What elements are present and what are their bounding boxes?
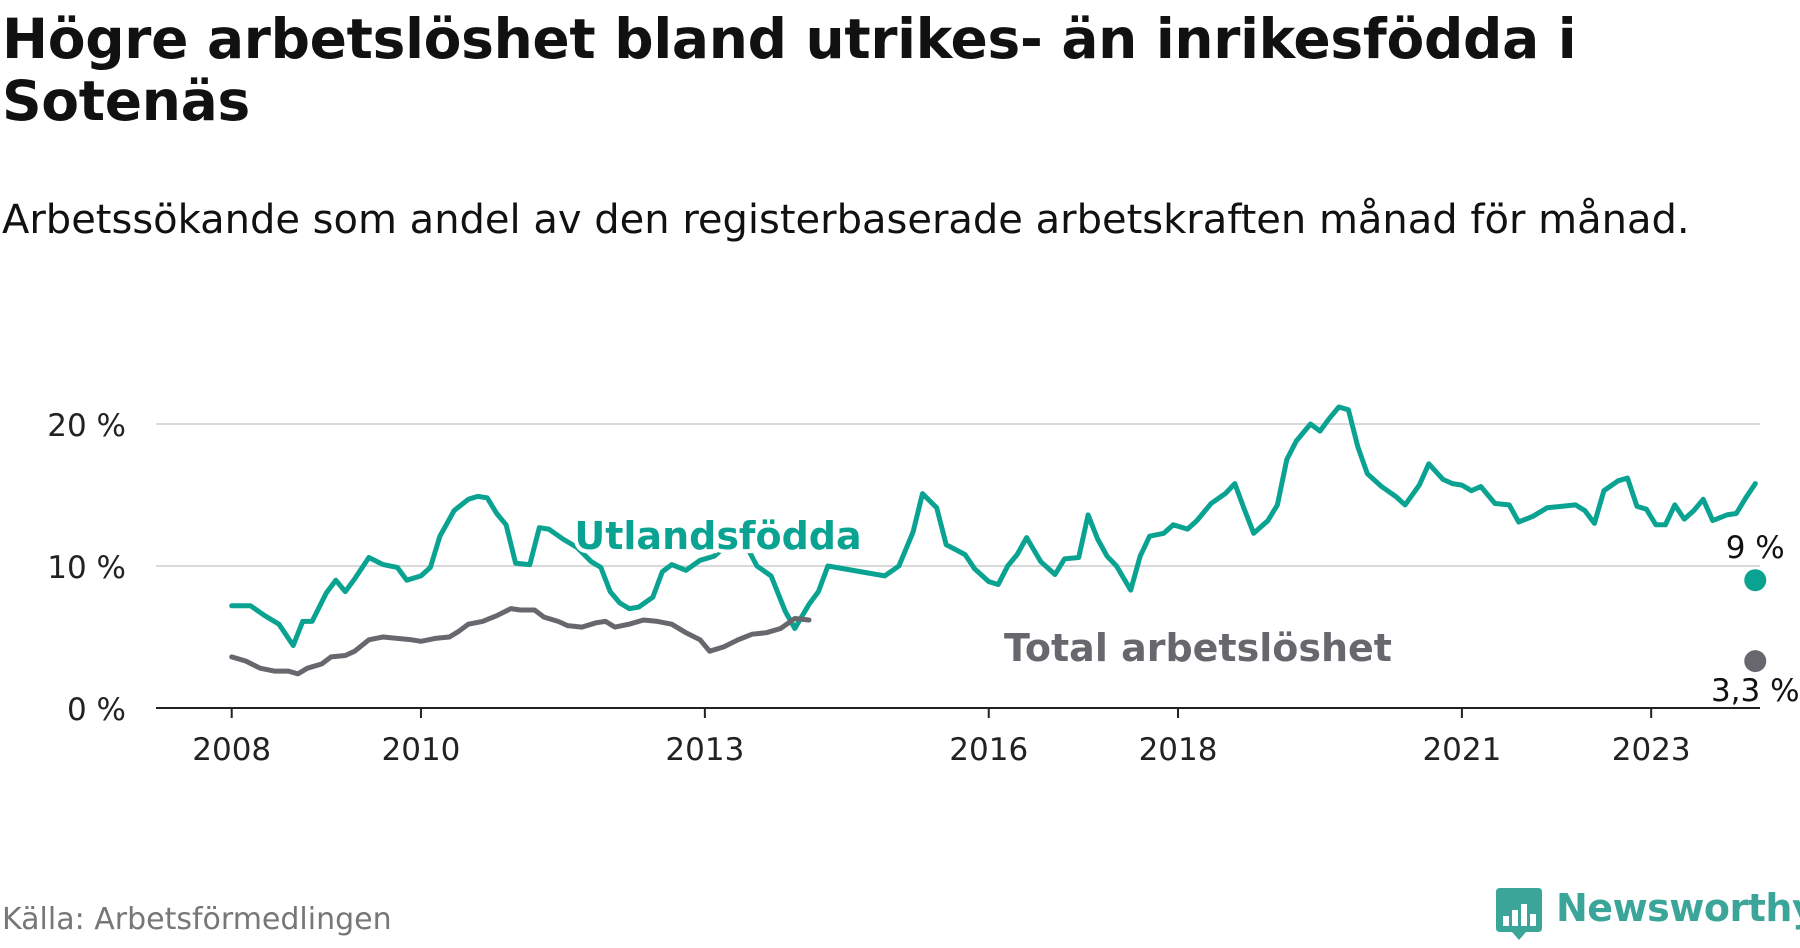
- x-tick-label: 2016: [949, 732, 1028, 768]
- y-tick-label: 10 %: [47, 550, 126, 586]
- x-tick-label: 2021: [1422, 732, 1501, 768]
- annotation-total: Total arbetslöshet: [1004, 626, 1392, 670]
- end-label-utlandsfodda: 9 %: [1726, 530, 1785, 566]
- source-note: Källa: Arbetsförmedlingen: [2, 902, 392, 937]
- chart-title: Högre arbetslöshet bland utrikes- än inr…: [2, 7, 1577, 134]
- annotation-utlandsfodda: Utlandsfödda: [574, 514, 861, 558]
- x-tick-label: 2013: [665, 732, 744, 768]
- series-line-utlandsfodda: [229, 404, 1758, 648]
- line-chart: 0 % 10 % 20 % 2008 2010 2013 2016 2018 2021 2023 9…: [47, 404, 1800, 768]
- end-point-utlandsfodda: [1744, 569, 1767, 592]
- y-tick-label: 20 %: [47, 408, 126, 444]
- y-tick-label: 0 %: [67, 692, 126, 728]
- x-tick-label: 2010: [382, 732, 461, 768]
- brand-logo[interactable]: Newsworthy: [1494, 884, 1800, 942]
- x-tick-label: 2018: [1139, 732, 1218, 768]
- end-point-total: [1744, 650, 1767, 673]
- end-label-total: 3,3 %: [1711, 673, 1800, 709]
- x-tick-label: 2008: [192, 732, 271, 768]
- newsworthy-bar-chart-icon: [1496, 888, 1542, 940]
- chart-subtitle: Arbetssökande som andel av den registerb…: [2, 197, 1690, 243]
- chart-area: 0 % 10 % 20 % 2008 2010 2013 2016 2018 2021 2023 9…: [0, 380, 1800, 780]
- x-tick-label: 2023: [1612, 732, 1691, 768]
- series-line-total: [229, 606, 812, 677]
- brand-name: Newsworthy: [1556, 886, 1800, 930]
